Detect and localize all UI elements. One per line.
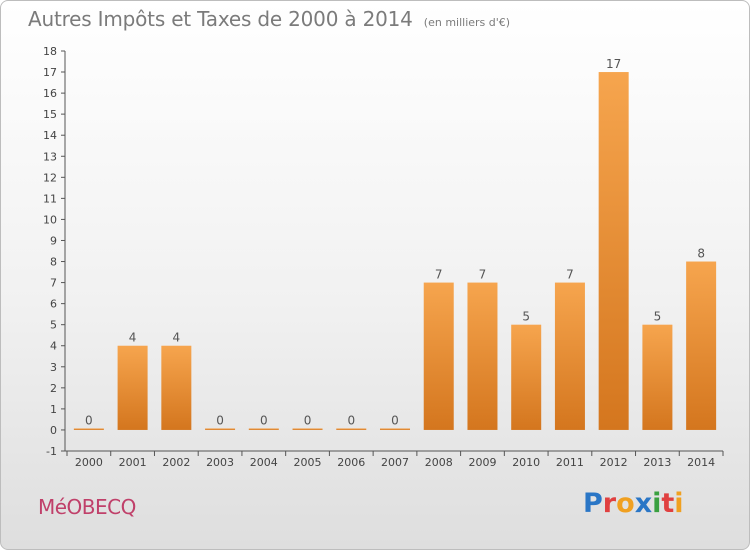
x-tick-label: 2009 <box>468 456 496 469</box>
bar <box>161 345 192 430</box>
data-label: 4 <box>173 331 181 345</box>
data-label: 7 <box>479 268 487 282</box>
y-tick-label: 5 <box>50 319 57 332</box>
data-label: 4 <box>129 331 137 345</box>
data-label: 0 <box>216 413 224 427</box>
x-tick-label: 2014 <box>687 456 715 469</box>
y-tick-label: 14 <box>43 129 57 142</box>
bar <box>686 261 717 430</box>
logo-letter: P <box>583 488 603 519</box>
y-tick-label: 13 <box>43 150 57 163</box>
x-tick-label: 2008 <box>425 456 453 469</box>
bar <box>73 428 104 430</box>
chart-title: Autres Impôts et Taxes de 2000 à 2014 <box>28 7 413 31</box>
x-tick-label: 2012 <box>600 456 628 469</box>
y-tick-label: 6 <box>50 298 57 311</box>
y-tick-label: 12 <box>43 171 57 184</box>
data-label: 0 <box>304 413 312 427</box>
bar <box>205 428 236 430</box>
logo-letter: i <box>652 488 662 519</box>
x-tick-label: 2001 <box>119 456 147 469</box>
x-tick-label: 2013 <box>643 456 671 469</box>
y-tick-label: -1 <box>46 445 57 458</box>
data-label: 5 <box>654 310 662 324</box>
data-label: 7 <box>435 268 443 282</box>
bar <box>292 428 323 430</box>
data-label: 8 <box>697 247 705 261</box>
bar <box>598 72 629 430</box>
y-tick-label: 7 <box>50 277 57 290</box>
data-label: 0 <box>85 413 93 427</box>
y-tick-label: 16 <box>43 87 57 100</box>
y-tick-label: 18 <box>43 45 57 58</box>
x-tick-label: 2005 <box>294 456 322 469</box>
y-tick-label: 10 <box>43 213 57 226</box>
x-tick-label: 2007 <box>381 456 409 469</box>
logo-letter: t <box>661 488 675 519</box>
logo-letter: r <box>602 488 617 519</box>
y-tick-label: 2 <box>50 382 57 395</box>
data-label: 7 <box>566 268 574 282</box>
chart-subtitle: (en milliers d'€) <box>423 16 511 29</box>
bar <box>554 282 585 430</box>
bar <box>467 282 498 430</box>
bar <box>336 428 367 430</box>
y-tick-label: 4 <box>50 340 57 353</box>
x-tick-label: 2002 <box>162 456 190 469</box>
data-label: 17 <box>606 57 621 71</box>
proxiti-logo[interactable]: Proxiti <box>583 488 684 519</box>
y-tick-label: 8 <box>50 256 57 269</box>
bar <box>117 345 148 430</box>
bar <box>642 324 673 430</box>
data-label: 5 <box>522 310 530 324</box>
x-tick-label: 2003 <box>206 456 234 469</box>
logo-letter: o <box>616 488 635 519</box>
x-tick-label: 2004 <box>250 456 278 469</box>
commune-name: MéOBECQ <box>38 495 136 519</box>
bar <box>248 428 279 430</box>
x-tick-label: 2010 <box>512 456 540 469</box>
y-tick-label: 11 <box>43 192 57 205</box>
bar <box>423 282 454 430</box>
logo-letter: i <box>674 488 684 519</box>
bar <box>511 324 542 430</box>
data-label: 0 <box>260 413 268 427</box>
x-tick-label: 2000 <box>75 456 103 469</box>
y-tick-label: 3 <box>50 361 57 374</box>
data-label: 0 <box>347 413 355 427</box>
y-tick-label: 17 <box>43 66 57 79</box>
bar <box>380 428 410 430</box>
data-label: 0 <box>391 413 399 427</box>
y-tick-label: 15 <box>43 108 57 121</box>
y-tick-label: 9 <box>50 234 57 247</box>
x-tick-label: 2011 <box>556 456 584 469</box>
x-tick-label: 2006 <box>337 456 365 469</box>
logo-letter: x <box>634 488 653 519</box>
chart-title-block: Autres Impôts et Taxes de 2000 à 2014 (e… <box>28 7 510 31</box>
y-tick-label: 1 <box>50 403 57 416</box>
y-tick-label: 0 <box>50 424 57 437</box>
